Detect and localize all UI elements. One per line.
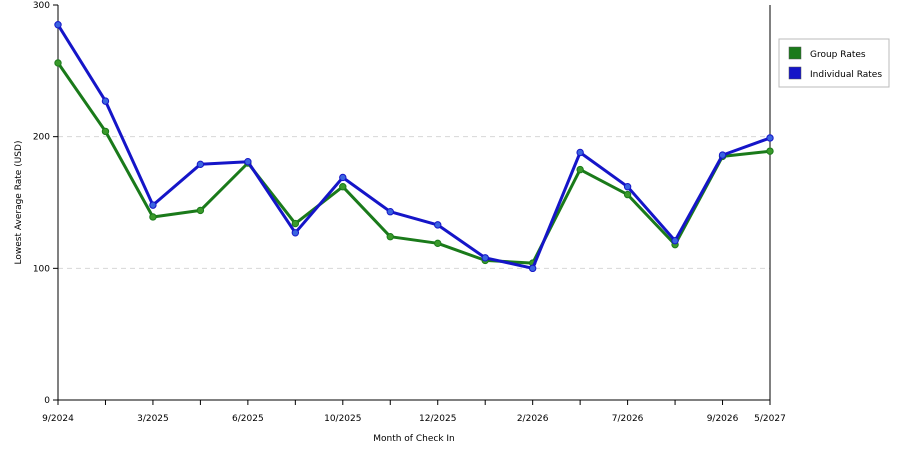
- data-point: [434, 239, 442, 248]
- data-point: [434, 221, 442, 229]
- y-tick-label: 0: [44, 396, 50, 406]
- data-point: [339, 183, 347, 191]
- axes: [57, 5, 771, 401]
- data-point: [623, 183, 632, 191]
- x-tick-label: 2/2026: [517, 414, 549, 424]
- data-point: [576, 165, 584, 174]
- series-line: [56, 62, 771, 265]
- x-axis-title: Month of Check In: [373, 434, 455, 444]
- data-point: [54, 59, 62, 67]
- y-axis-ticks: 0 100 200 300: [33, 1, 58, 406]
- x-tick-label: 7/2026: [612, 414, 644, 424]
- y-tick-label: 300: [33, 1, 50, 11]
- x-tick-label: 6/2025: [232, 414, 264, 424]
- data-point: [386, 208, 394, 216]
- x-tick-label: 5/2027: [754, 414, 786, 424]
- data-point: [386, 233, 394, 241]
- data-point: [528, 264, 537, 273]
- legend-swatch: [788, 66, 802, 80]
- x-tick-label: 9/2024: [42, 414, 74, 424]
- data-point: [766, 147, 774, 155]
- legend-label: Group Rates: [810, 50, 866, 60]
- data-point: [291, 229, 300, 237]
- y-tick-label: 200: [33, 133, 50, 143]
- x-axis-ticks: 9/2024 3/2025 6/2025 10/2025 12/2025 2/2026 7/…: [42, 400, 786, 424]
- x-tick-label: 9/2026: [707, 414, 739, 424]
- data-point: [244, 157, 252, 166]
- x-tick-label: 10/2025: [324, 414, 361, 424]
- data-point: [196, 160, 205, 169]
- x-tick-label: 12/2025: [419, 414, 456, 424]
- data-point: [339, 173, 347, 182]
- gridlines: [58, 136, 770, 269]
- legend-swatch: [788, 46, 802, 60]
- y-axis-title: Lowest Average Rate (USD): [14, 141, 24, 265]
- data-point: [481, 254, 489, 262]
- data-point: [149, 213, 157, 221]
- series-individual-rates: [54, 21, 774, 273]
- data-point: [718, 151, 727, 159]
- data-point: [766, 134, 774, 142]
- data-point: [291, 219, 300, 228]
- y-tick-label: 100: [33, 264, 50, 274]
- x-tick-label: 3/2025: [137, 414, 169, 424]
- series-group-rates: [54, 59, 774, 267]
- data-point: [196, 206, 205, 215]
- series-layer: [54, 21, 774, 273]
- legend-label: Individual Rates: [810, 70, 882, 80]
- series-line: [56, 24, 771, 270]
- data-point: [149, 201, 157, 209]
- data-point: [54, 21, 62, 29]
- data-point: [576, 148, 584, 157]
- data-point: [101, 127, 110, 136]
- data-point: [671, 236, 679, 245]
- legend: Group Rates Individual Rates: [778, 38, 890, 88]
- data-point: [623, 190, 632, 199]
- data-point: [101, 97, 110, 105]
